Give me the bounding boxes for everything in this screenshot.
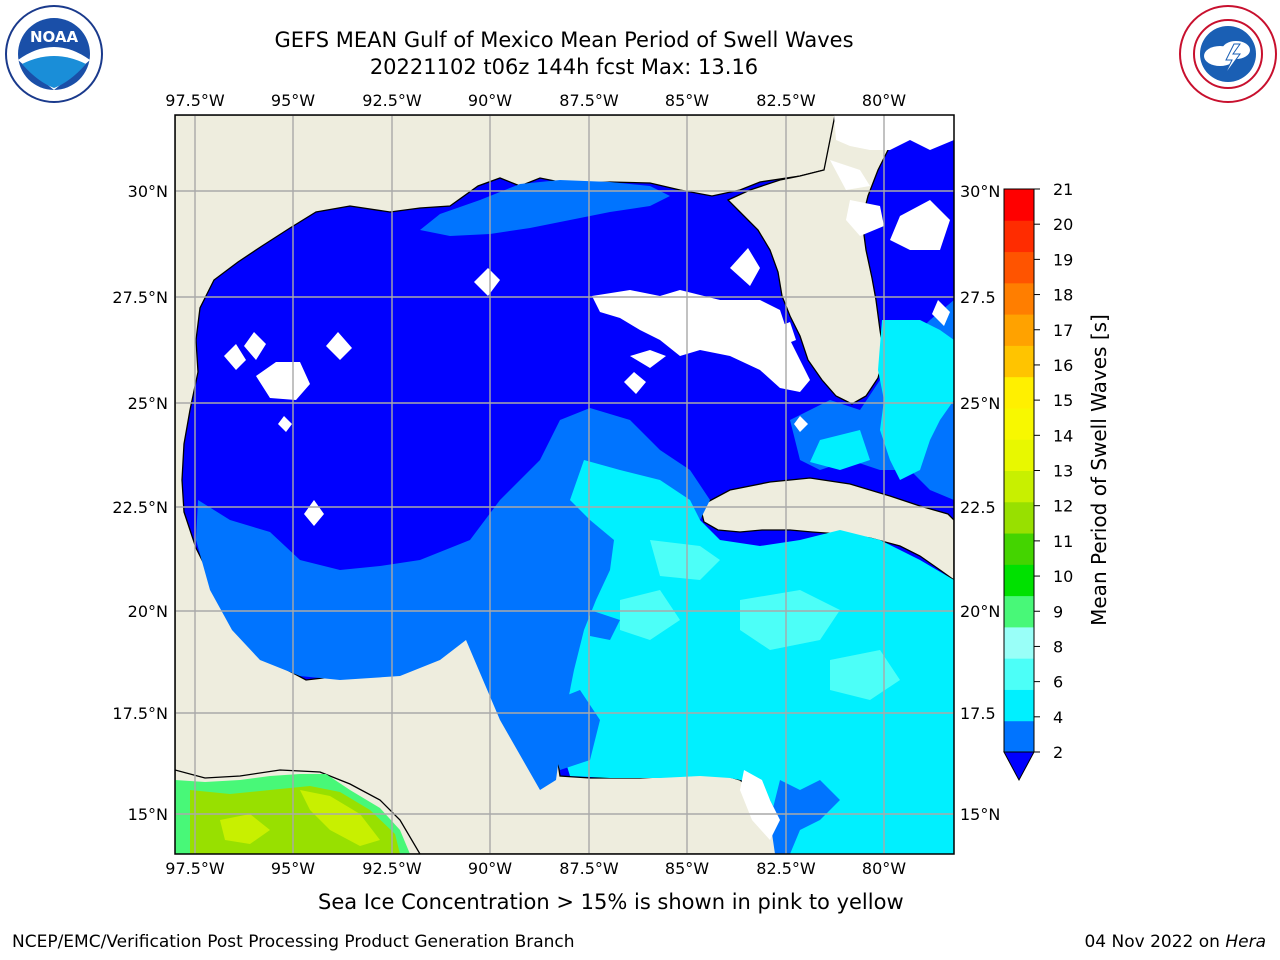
colorbar-tick-label: 10 — [1053, 567, 1073, 586]
contour-2-4-south-east — [770, 780, 840, 854]
lat-label-right: 17.5 — [960, 704, 996, 723]
map-area — [175, 115, 954, 854]
colorbar-band — [1004, 189, 1034, 221]
lon-label-top: 80°W — [862, 91, 906, 110]
national-weather-service-logo-icon — [1179, 5, 1277, 103]
colorbar-band — [1004, 345, 1034, 378]
lat-label-right: 22.5 — [960, 498, 996, 517]
colorbar-tick-label: 19 — [1053, 250, 1073, 269]
lat-label-left: 20°N — [128, 602, 168, 621]
lon-label-bottom: 92.5°W — [362, 859, 422, 878]
colorbar-tick-label: 15 — [1053, 391, 1073, 410]
colorbar-band — [1004, 689, 1034, 722]
longitude-labels-top: 97.5°W 95°W 92.5°W 90°W 87.5°W 85°W 82.5… — [165, 91, 906, 110]
colorbar-tick-label: 13 — [1053, 462, 1073, 481]
colorbar-band — [1004, 314, 1034, 346]
colorbar-band — [1004, 282, 1034, 315]
colorbar-band — [1004, 564, 1034, 597]
lon-label-bottom: 85°W — [665, 859, 709, 878]
lon-label-top: 92.5°W — [362, 91, 422, 110]
lon-label-top: 87.5°W — [559, 91, 619, 110]
lon-label-bottom: 90°W — [468, 859, 512, 878]
colorbar-band — [1004, 501, 1034, 534]
contour-4-6-east — [810, 320, 954, 480]
colorbar-band — [1004, 720, 1034, 753]
lon-label-bottom: 82.5°W — [756, 859, 816, 878]
land-cuba — [699, 477, 954, 581]
lat-label-left: 27.5°N — [112, 288, 168, 307]
no-data-patches — [224, 115, 954, 840]
colorbar-tick-label: 6 — [1053, 673, 1063, 692]
lon-label-top: 95°W — [271, 91, 315, 110]
lat-label-right: 15°N — [960, 805, 1000, 824]
lat-label-left: 15°N — [128, 805, 168, 824]
longitude-labels-bottom: 97.5°W 95°W 92.5°W 90°W 87.5°W 85°W 82.5… — [165, 859, 906, 878]
lat-label-right: 25°N — [960, 394, 1000, 413]
colorbar-tick-label: 12 — [1053, 497, 1073, 516]
latitude-labels-left: 30°N 27.5°N 25°N 22.5°N 20°N 17.5°N 15°N — [112, 182, 168, 824]
lat-label-left: 30°N — [128, 182, 168, 201]
lat-label-right: 30°N — [960, 182, 1000, 201]
footer-credit: NCEP/EMC/Verification Post Processing Pr… — [12, 932, 575, 952]
chart-subtitle: 20221102 t06z 144h fcst Max: 13.16 — [369, 55, 759, 79]
colorbar-tick-label: 11 — [1053, 532, 1073, 551]
colorbar-band — [1004, 658, 1034, 690]
colorbar-band — [1004, 220, 1034, 253]
no-data-gulf-west — [224, 268, 500, 526]
lon-label-top: 97.5°W — [165, 91, 225, 110]
no-data-big-central — [592, 290, 810, 392]
colorbar-tick-label: 21 — [1053, 180, 1073, 199]
map-frame — [174, 114, 955, 855]
lon-label-top: 82.5°W — [756, 91, 816, 110]
lon-label-bottom: 87.5°W — [559, 859, 619, 878]
colorbar-tick-label: 9 — [1053, 602, 1063, 621]
colorbar-band — [1004, 439, 1034, 471]
lon-label-bottom: 97.5°W — [165, 859, 225, 878]
lon-label-bottom: 80°W — [862, 859, 906, 878]
colorbar-extend-arrow — [1003, 751, 1035, 782]
contour-2-4-yucatan — [550, 610, 620, 770]
colorbar-tick-label: 4 — [1053, 708, 1063, 727]
map-graticule — [175, 115, 954, 854]
noaa-logo-text: NOAA — [30, 28, 79, 46]
contour-6-8-patches — [620, 540, 900, 700]
lon-label-top: 90°W — [468, 91, 512, 110]
lat-label-right: 27.5 — [960, 288, 996, 307]
footer-date: 04 Nov 2022 on Hera — [1084, 932, 1266, 952]
colorbar-band — [1004, 376, 1034, 409]
colorbar-tick-label: 8 — [1053, 637, 1063, 656]
contour-sea-ice-yellow — [220, 790, 380, 846]
no-data-east-fl — [830, 115, 954, 250]
colorbar-tick-label: 16 — [1053, 356, 1073, 375]
sea-ice-note: Sea Ice Concentration > 15% is shown in … — [318, 890, 904, 914]
chart-title: GEFS MEAN Gulf of Mexico Mean Period of … — [274, 28, 854, 52]
colorbar-label: Mean Period of Swell Waves [s] — [1087, 314, 1111, 626]
colorbar-band — [1004, 533, 1034, 565]
colorbar-ticks: 21 20 19 18 17 16 15 14 13 12 11 10 9 8 6 4 2 — [1034, 180, 1073, 762]
lat-label-left: 17.5°N — [112, 704, 168, 723]
colorbar-tick-label: 14 — [1053, 426, 1073, 445]
colorbar-band — [1004, 626, 1034, 659]
colorbar-band — [1004, 595, 1034, 628]
lat-label-left: 25°N — [128, 394, 168, 413]
footer-date-text: 04 Nov 2022 on — [1084, 932, 1226, 952]
lon-label-top: 85°W — [665, 91, 709, 110]
footer-machine: Hera — [1225, 932, 1266, 952]
colorbar-tick-label: 17 — [1053, 321, 1073, 340]
lat-label-left: 22.5°N — [112, 498, 168, 517]
colorbar-band — [1004, 470, 1034, 503]
colorbar-tick-label: 2 — [1053, 743, 1063, 762]
colorbar-tick-label: 20 — [1053, 215, 1073, 234]
colorbar-tick-label: 18 — [1053, 286, 1073, 305]
noaa-logo-icon: NOAA — [5, 5, 103, 103]
latitude-labels-right: 30°N 27.5 25°N 22.5 20°N 17.5 15°N — [960, 182, 1000, 824]
colorbar-band — [1004, 251, 1034, 284]
contour-2-4-north — [420, 180, 670, 236]
colorbar-bands — [1004, 189, 1034, 753]
colorbar: 21 20 19 18 17 16 15 14 13 12 11 10 9 8 6 4 2 Mean Perio… — [1003, 180, 1111, 782]
colorbar-band — [1004, 407, 1034, 440]
lat-label-right: 20°N — [960, 602, 1000, 621]
lon-label-bottom: 95°W — [271, 859, 315, 878]
